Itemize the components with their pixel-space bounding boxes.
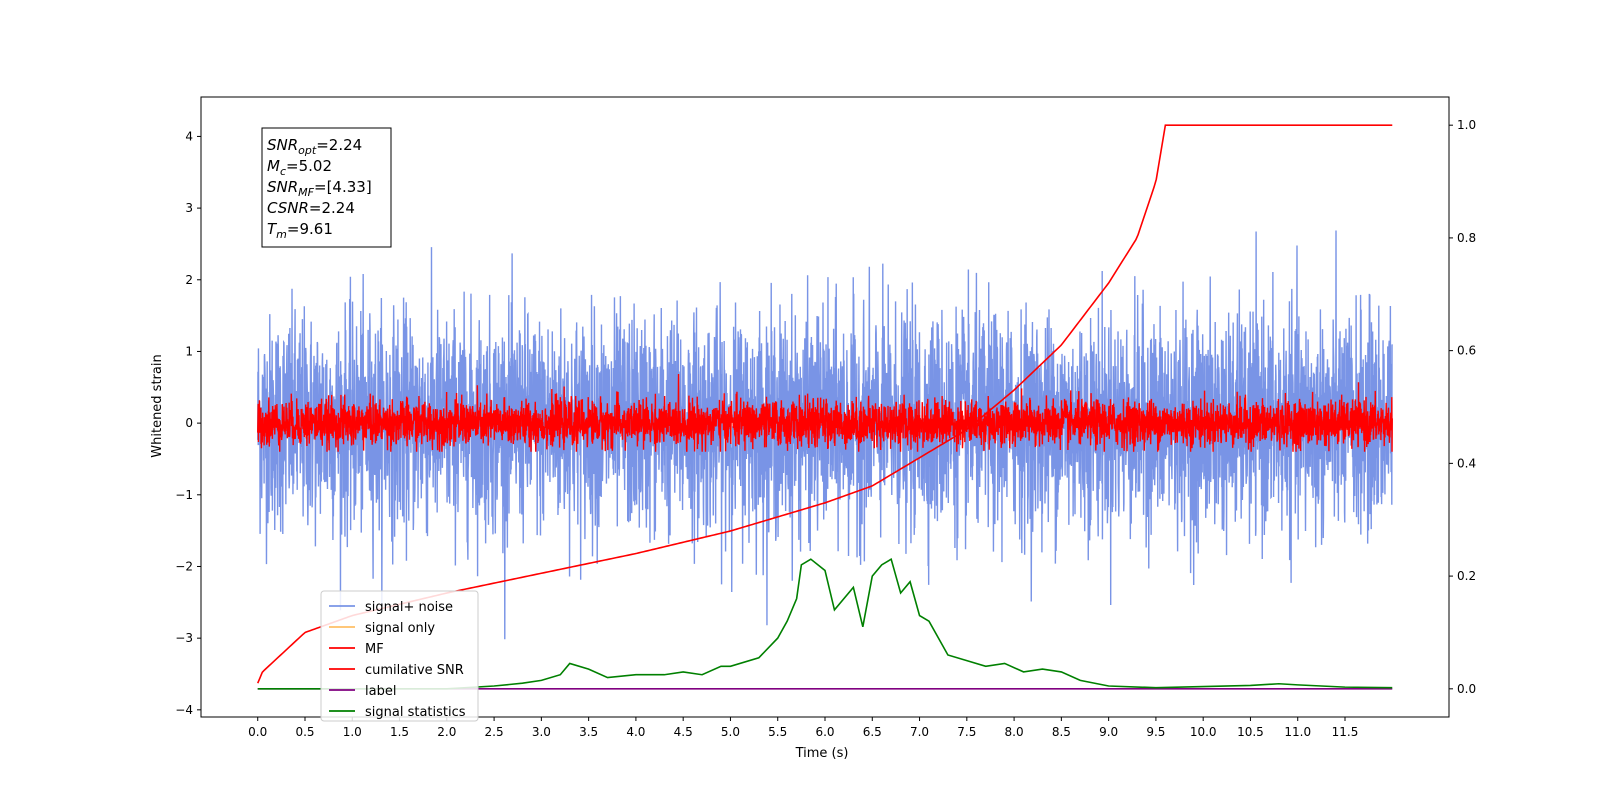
x-tick-label: 6.0 [815, 725, 834, 739]
annotation-subscript: MF [298, 186, 314, 199]
x-tick-label: 2.0 [437, 725, 456, 739]
annotation-variable: CSNR [267, 199, 309, 217]
x-tick-label: 5.5 [768, 725, 787, 739]
annotation-variable: SNR [267, 178, 298, 196]
y-tick-label: 0 [185, 416, 193, 430]
annotation-subscript: c [280, 165, 286, 178]
x-tick-label: 5.0 [721, 725, 740, 739]
y-axis-left: 4 3 2 1 0 −1 −2 −3 −4 [175, 129, 201, 717]
y-tick-label: −3 [175, 631, 193, 645]
annotation-line: SNRMF=[4.33] [267, 178, 372, 199]
x-tick-label: 2.5 [485, 725, 504, 739]
y-tick-label: 2 [185, 273, 193, 287]
annotation-value: =2.24 [316, 136, 362, 154]
x-tick-label: 8.0 [1005, 725, 1024, 739]
annotation-subscript: m [276, 228, 287, 241]
legend-label: cumilative SNR [365, 663, 464, 678]
x-tick-label: 7.0 [910, 725, 929, 739]
x-tick-label: 8.5 [1052, 725, 1071, 739]
annotation-variable: M [267, 157, 280, 175]
legend-label: MF [365, 642, 384, 657]
y2-tick-label: 0.4 [1457, 456, 1476, 470]
y2-tick-label: 1.0 [1457, 118, 1476, 132]
x-tick-label: 11.0 [1284, 725, 1311, 739]
x-tick-label: 9.5 [1146, 725, 1165, 739]
annotation-variable: SNR [267, 136, 298, 154]
x-axis-label: Time (s) [795, 746, 849, 761]
x-tick-label: 11.5 [1332, 725, 1359, 739]
y-tick-label: 1 [185, 344, 193, 358]
x-tick-label: 7.5 [957, 725, 976, 739]
annotation-line: Mc=5.02 [267, 157, 332, 178]
x-tick-label: 4.5 [674, 725, 693, 739]
annotation-value: =5.02 [286, 157, 332, 175]
annotation-value: =2.24 [309, 199, 355, 217]
x-tick-label: 0.5 [295, 725, 314, 739]
y-tick-label: −4 [175, 703, 193, 717]
annotation-box: SNRopt=2.24Mc=5.02SNRMF=[4.33]CSNR=2.24T… [261, 127, 392, 248]
annotation-value: =[4.33] [314, 178, 372, 196]
annotation-box-frame [261, 127, 392, 248]
legend-label: signal only [365, 621, 435, 636]
y-axis-right: 1.0 0.8 0.6 0.4 0.2 0.0 [1449, 118, 1476, 696]
legend-label: signal statistics [365, 705, 466, 720]
signal-statistics-line [257, 557, 1393, 690]
y-tick-label: 3 [185, 201, 193, 215]
x-tick-label: 0.0 [248, 725, 267, 739]
x-tick-label: 10.0 [1190, 725, 1217, 739]
x-tick-label: 4.0 [626, 725, 645, 739]
y-tick-label: −1 [175, 488, 193, 502]
x-tick-label: 1.5 [390, 725, 409, 739]
x-tick-label: 10.5 [1237, 725, 1264, 739]
annotation-subscript: opt [298, 144, 317, 157]
y-tick-label: −2 [175, 559, 193, 573]
legend-label: label [365, 684, 396, 699]
y2-tick-label: 0.6 [1457, 344, 1476, 358]
x-tick-label: 9.0 [1099, 725, 1118, 739]
y2-tick-label: 0.2 [1457, 569, 1476, 583]
x-tick-label: 3.0 [532, 725, 551, 739]
y-tick-label: 4 [185, 129, 193, 143]
y2-tick-label: 0.0 [1457, 682, 1476, 696]
annotation-variable: T [267, 220, 278, 238]
y2-tick-label: 0.8 [1457, 231, 1476, 245]
y-axis-label: Whitened strain [150, 354, 165, 457]
annotation-line: CSNR=2.24 [267, 199, 355, 217]
mf-line [257, 373, 1393, 452]
mf-series [257, 373, 1393, 452]
legend: signal+ noise signal only MF cumilative SNR… [320, 590, 479, 722]
x-axis: 0.0 0.5 1.0 1.5 2.0 2.5 3.0 3.5 4.0 4.5 5.0 5.5 6.0 6… [248, 717, 1358, 739]
x-tick-label: 6.5 [863, 725, 882, 739]
x-tick-label: 3.5 [579, 725, 598, 739]
legend-label: signal+ noise [365, 600, 453, 615]
annotation-line: SNRopt=2.24 [267, 136, 362, 157]
x-tick-label: 1.0 [343, 725, 362, 739]
legend-frame [320, 590, 479, 722]
annotation-value: =9.61 [287, 220, 333, 238]
annotation-line: Tm=9.61 [267, 220, 333, 241]
